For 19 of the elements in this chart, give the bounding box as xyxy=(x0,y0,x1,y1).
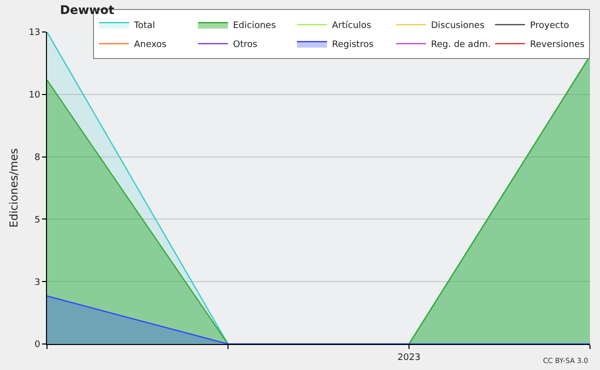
legend-label: Reg. de adm. xyxy=(431,40,491,50)
y-tick-label: 13 xyxy=(28,28,40,38)
y-axis-title: Ediciones/mes xyxy=(7,148,20,228)
legend-label: Anexos xyxy=(134,40,167,50)
legend-label: Discusiones xyxy=(431,21,485,32)
legend-label: Proyecto xyxy=(530,21,570,32)
y-tick-label: 10 xyxy=(28,90,40,101)
y-tick-label: 5 xyxy=(34,215,40,226)
legend-label: Artículos xyxy=(332,20,372,32)
legend-label: Registros xyxy=(332,40,374,50)
chart-title: Dewwot xyxy=(60,2,115,17)
y-tick-label: 0 xyxy=(34,340,40,350)
y-tick-label: 3 xyxy=(34,278,40,288)
legend-label: Ediciones xyxy=(233,21,276,32)
y-tick-label: 8 xyxy=(34,152,40,163)
legend-label: Total xyxy=(133,21,156,32)
legend-label: Otros xyxy=(233,40,258,50)
legend-label: Reversiones xyxy=(530,40,585,50)
x-tick-label: 2023 xyxy=(398,352,420,363)
